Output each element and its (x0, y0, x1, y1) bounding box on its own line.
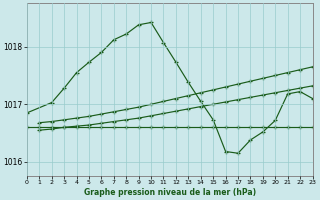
X-axis label: Graphe pression niveau de la mer (hPa): Graphe pression niveau de la mer (hPa) (84, 188, 256, 197)
